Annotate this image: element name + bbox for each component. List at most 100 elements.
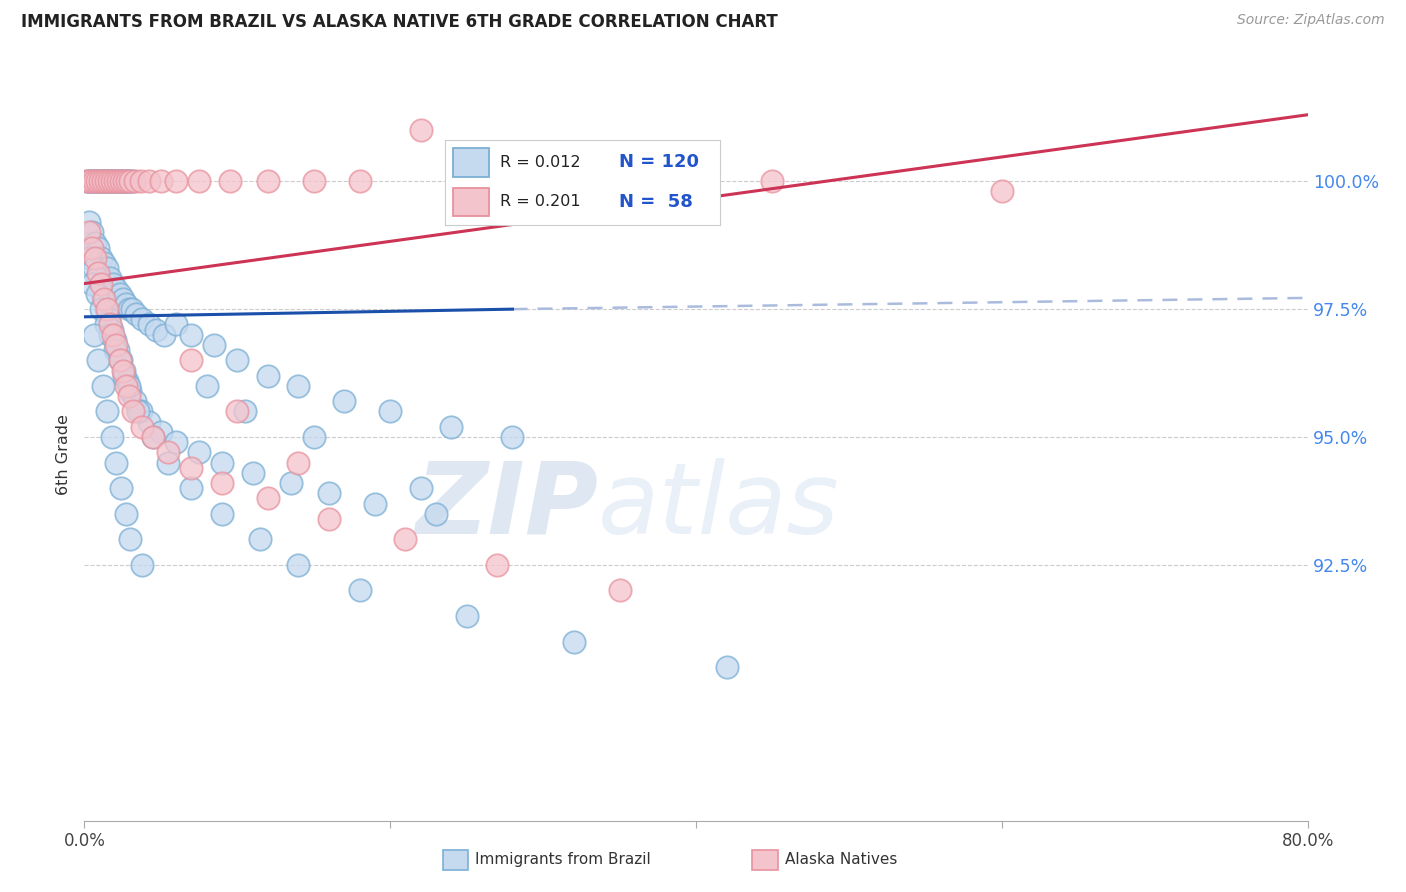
Point [108, 174, 131, 188]
Point [287, 456, 309, 470]
Y-axis label: 6th Grade: 6th Grade [56, 415, 72, 495]
Point [114, 174, 136, 188]
Text: R = 0.201: R = 0.201 [501, 194, 581, 210]
Point [380, 404, 402, 418]
Text: R = 0.012: R = 0.012 [501, 155, 581, 169]
Point [129, 404, 152, 418]
Point [101, 174, 124, 188]
Point [125, 307, 148, 321]
Point [302, 430, 325, 444]
Point [142, 430, 165, 444]
Point [120, 533, 142, 547]
Point [138, 174, 160, 188]
Point [502, 430, 524, 444]
Point [103, 174, 125, 188]
Point [98, 271, 121, 285]
Point [188, 174, 211, 188]
Point [103, 327, 125, 342]
Point [257, 174, 280, 188]
Point [991, 185, 1014, 199]
Point [112, 363, 135, 377]
Point [77, 215, 100, 229]
Point [609, 164, 631, 178]
Point [257, 368, 280, 383]
Point [110, 481, 132, 495]
Point [114, 297, 136, 311]
Point [110, 174, 132, 188]
Point [96, 302, 118, 317]
Point [97, 312, 120, 326]
Point [107, 343, 129, 357]
Point [153, 327, 176, 342]
Point [165, 318, 187, 332]
Point [502, 149, 524, 163]
Point [122, 174, 145, 188]
Point [105, 174, 128, 188]
Point [112, 174, 135, 188]
Point [89, 174, 111, 188]
Point [76, 174, 98, 188]
Point [98, 327, 121, 342]
Point [80, 277, 103, 291]
Point [287, 558, 309, 572]
Point [83, 261, 105, 276]
Point [87, 266, 110, 280]
Point [115, 174, 138, 188]
Point [249, 533, 271, 547]
Point [77, 226, 100, 240]
Point [226, 404, 249, 418]
Point [129, 174, 152, 188]
Point [242, 466, 264, 480]
Point [80, 174, 103, 188]
Point [111, 174, 134, 188]
FancyBboxPatch shape [454, 187, 489, 216]
Point [131, 419, 153, 434]
Point [157, 445, 180, 459]
Point [80, 226, 103, 240]
Point [93, 256, 115, 270]
Point [761, 174, 783, 188]
Point [86, 286, 108, 301]
Point [138, 318, 160, 332]
Point [104, 174, 127, 188]
Point [318, 512, 340, 526]
Point [122, 404, 145, 418]
Point [287, 379, 309, 393]
Point [89, 282, 111, 296]
Point [108, 353, 131, 368]
Point [90, 277, 112, 291]
Point [90, 174, 112, 188]
Point [80, 241, 103, 255]
Point [104, 333, 127, 347]
Point [86, 271, 108, 285]
Text: IMMIGRANTS FROM BRAZIL VS ALASKA NATIVE 6TH GRADE CORRELATION CHART: IMMIGRANTS FROM BRAZIL VS ALASKA NATIVE … [21, 13, 778, 31]
Point [97, 174, 120, 188]
Point [94, 174, 117, 188]
Point [108, 353, 131, 368]
Point [105, 282, 128, 296]
Point [124, 174, 146, 188]
Point [114, 379, 136, 393]
Point [91, 174, 114, 188]
Point [111, 292, 134, 306]
Point [180, 327, 202, 342]
Text: atlas: atlas [598, 458, 839, 555]
Point [79, 174, 101, 188]
Point [138, 415, 160, 429]
Point [120, 384, 142, 398]
Point [112, 368, 135, 383]
Point [120, 174, 142, 188]
Point [211, 507, 233, 521]
Point [97, 174, 120, 188]
Point [302, 174, 325, 188]
Point [89, 174, 111, 188]
Point [110, 174, 132, 188]
Point [115, 374, 138, 388]
Point [91, 292, 114, 306]
Point [165, 174, 187, 188]
Point [104, 174, 127, 188]
Text: N =  58: N = 58 [619, 193, 693, 211]
Point [96, 404, 118, 418]
Point [104, 343, 127, 357]
Point [114, 507, 136, 521]
